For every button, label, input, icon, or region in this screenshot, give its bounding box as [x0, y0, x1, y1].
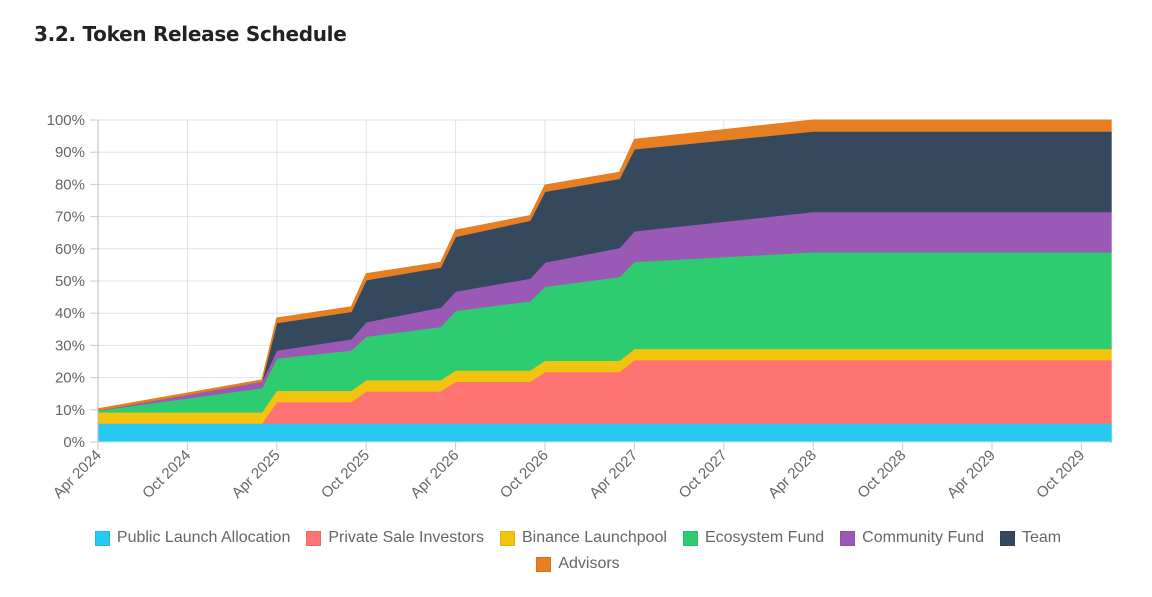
section-title: 3.2. Token Release Schedule: [34, 22, 347, 46]
x-tick-label: Apr 2027: [586, 447, 641, 502]
chart-legend: Public Launch Allocation Private Sale Inv…: [78, 529, 1078, 573]
legend-swatch: [999, 530, 1015, 546]
y-tick-label: 60%: [55, 241, 85, 258]
x-tick-label: Apr 2026: [407, 447, 462, 502]
y-tick-label: 40%: [55, 305, 85, 322]
y-tick-label: 30%: [55, 337, 85, 354]
y-tick-label: 10%: [55, 402, 85, 419]
x-tick-label: Apr 2029: [944, 447, 999, 502]
legend-item-binance-launchpool[interactable]: Binance Launchpool: [499, 529, 667, 547]
y-tick-label: 0%: [63, 434, 85, 451]
legend-swatch: [536, 556, 552, 572]
x-tick-label: Oct 2027: [676, 447, 731, 502]
x-tick-label: Apr 2024: [50, 447, 105, 502]
legend-item-private-sale-investors[interactable]: Private Sale Investors: [306, 529, 484, 547]
legend-label: Binance Launchpool: [521, 529, 667, 546]
y-tick-label: 80%: [55, 176, 85, 193]
legend-swatch: [840, 530, 856, 546]
legend-item-community-fund[interactable]: Community Fund: [840, 529, 984, 547]
x-tick-label: Oct 2025: [318, 447, 373, 502]
legend-label: Ecosystem Fund: [704, 529, 825, 546]
legend-item-team[interactable]: Team: [999, 529, 1062, 547]
legend-label: Public Launch Allocation: [116, 529, 291, 546]
legend-swatch: [682, 530, 698, 546]
legend-label: Private Sale Investors: [328, 529, 484, 546]
legend-swatch: [94, 530, 110, 546]
area-public-launch-allocation: [97, 422, 1112, 443]
y-tick-label: 90%: [55, 144, 85, 161]
y-tick-label: 70%: [55, 209, 85, 226]
y-tick-label: 100%: [47, 112, 85, 129]
legend-swatch: [499, 530, 515, 546]
legend-item-ecosystem-fund[interactable]: Ecosystem Fund: [682, 529, 825, 547]
x-tick-label: Oct 2026: [497, 447, 552, 502]
x-tick-label: Apr 2028: [765, 447, 820, 502]
y-tick-label: 50%: [55, 273, 85, 290]
x-tick-label: Apr 2025: [229, 447, 284, 502]
legend-item-public-launch-allocation[interactable]: Public Launch Allocation: [94, 529, 291, 547]
y-tick-label: 20%: [55, 370, 85, 387]
legend-swatch: [306, 530, 322, 546]
legend-label: Community Fund: [862, 529, 984, 546]
x-tick-label: Oct 2028: [854, 447, 909, 502]
x-tick-label: Oct 2024: [139, 447, 194, 502]
legend-label: Team: [1021, 529, 1062, 546]
legend-label: Advisors: [558, 555, 620, 572]
stacked-areas: [97, 119, 1112, 443]
x-tick-label: Oct 2029: [1033, 447, 1088, 502]
area-advisors: [97, 119, 1112, 411]
legend-item-advisors[interactable]: Advisors: [536, 555, 620, 573]
